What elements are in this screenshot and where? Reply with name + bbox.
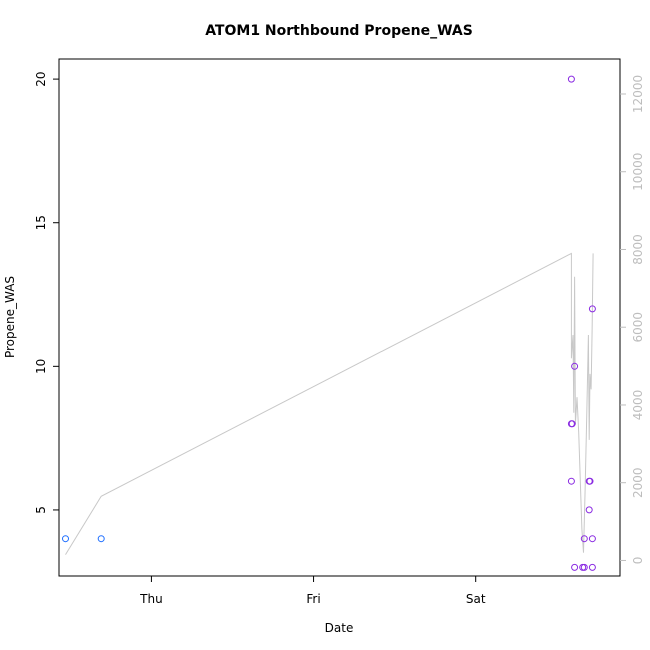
data-point <box>97 535 105 543</box>
x-axis-label: Date <box>325 621 354 635</box>
y-axis-label: Propene_WAS <box>3 276 17 358</box>
y-right-tick-label: 8000 <box>631 234 645 265</box>
plot-frame <box>58 58 621 577</box>
y-right-tick-label: 10000 <box>631 153 645 191</box>
data-point <box>567 477 575 485</box>
y-axis-right: 0 2000 4000 6000 8000 10000 12000 <box>620 75 645 564</box>
y-right-tick-label: 12000 <box>631 75 645 113</box>
data-point <box>586 477 594 485</box>
y-left-tick-label: 5 <box>34 506 48 514</box>
series-line <box>65 252 594 555</box>
data-point <box>571 563 579 571</box>
y-right-tick-label: 6000 <box>631 312 645 343</box>
data-points <box>62 75 596 571</box>
x-tick-label: Thu <box>139 592 163 606</box>
data-point <box>62 535 69 543</box>
y-left-tick-label: 10 <box>34 359 48 374</box>
data-point <box>585 506 593 514</box>
x-tick-label: Fri <box>306 592 320 606</box>
series-line-layer <box>65 252 594 555</box>
x-axis: Thu Fri Sat <box>139 576 486 606</box>
y-left-tick-label: 20 <box>34 71 48 86</box>
data-point <box>580 535 588 543</box>
data-point <box>571 362 579 370</box>
y-left-tick-label: 15 <box>34 215 48 230</box>
data-point <box>567 75 575 83</box>
data-point <box>588 535 596 543</box>
data-point <box>588 563 596 571</box>
data-point <box>568 420 576 428</box>
x-tick-label: Sat <box>466 592 486 606</box>
y-axis-left: 5 10 15 20 <box>34 71 59 514</box>
y-right-tick-label: 4000 <box>631 390 645 421</box>
y-right-tick-label: 0 <box>631 557 645 565</box>
y-right-tick-label: 2000 <box>631 467 645 498</box>
data-point <box>580 563 588 571</box>
chart-title: ATOM1 Northbound Propene_WAS <box>205 23 473 39</box>
data-point <box>588 305 596 313</box>
